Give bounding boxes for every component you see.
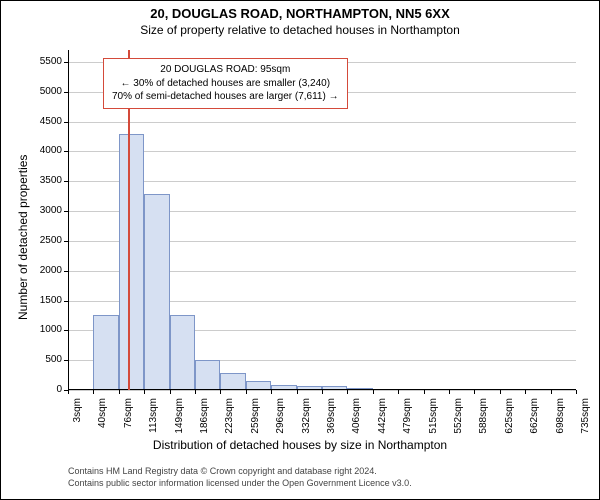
- x-tick-label: 515sqm: [428, 398, 439, 438]
- y-tick-label: 500: [22, 354, 62, 365]
- x-tick-label: 369sqm: [326, 398, 337, 438]
- x-tick-label: 588sqm: [478, 398, 489, 438]
- x-tick-label: 698sqm: [555, 398, 566, 438]
- x-tick-label: 479sqm: [402, 398, 413, 438]
- y-tick-label: 2500: [22, 235, 62, 246]
- x-tick-label: 113sqm: [148, 398, 159, 438]
- credit-text: Contains HM Land Registry data © Crown c…: [68, 466, 412, 489]
- y-tick-label: 2000: [22, 265, 62, 276]
- x-tick-label: 406sqm: [351, 398, 362, 438]
- x-tick-label: 332sqm: [301, 398, 312, 438]
- x-tick-label: 259sqm: [250, 398, 261, 438]
- y-tick-label: 1500: [22, 295, 62, 306]
- page-subtitle: Size of property relative to detached ho…: [0, 21, 600, 37]
- credit-line-2: Contains public sector information licen…: [68, 478, 412, 490]
- histogram-bar: [170, 315, 195, 390]
- y-tick-label: 1000: [22, 324, 62, 335]
- x-tick-label: 149sqm: [174, 398, 185, 438]
- x-tick-label: 552sqm: [453, 398, 464, 438]
- x-tick-label: 186sqm: [199, 398, 210, 438]
- x-tick-label: 3sqm: [72, 398, 83, 438]
- x-tick-label: 735sqm: [580, 398, 591, 438]
- x-tick-label: 442sqm: [377, 398, 388, 438]
- annotation-box: 20 DOUGLAS ROAD: 95sqm ← 30% of detached…: [103, 58, 348, 109]
- x-tick-label: 76sqm: [123, 398, 134, 438]
- histogram-bar: [195, 360, 220, 390]
- annotation-line-2: ← 30% of detached houses are smaller (3,…: [112, 77, 339, 91]
- x-tick-label: 296sqm: [275, 398, 286, 438]
- x-tick-label: 625sqm: [504, 398, 515, 438]
- x-tick-label: 662sqm: [529, 398, 540, 438]
- x-tick-label: 223sqm: [224, 398, 235, 438]
- annotation-line-1: 20 DOUGLAS ROAD: 95sqm: [112, 63, 339, 77]
- x-axis-label: Distribution of detached houses by size …: [0, 438, 600, 452]
- histogram-bar: [119, 134, 144, 390]
- histogram-bar: [220, 373, 245, 390]
- y-tick-label: 5500: [22, 56, 62, 67]
- histogram-bar: [93, 315, 118, 390]
- y-tick-label: 3000: [22, 205, 62, 216]
- x-tick-label: 40sqm: [97, 398, 108, 438]
- credit-line-1: Contains HM Land Registry data © Crown c…: [68, 466, 412, 478]
- y-tick-label: 3500: [22, 175, 62, 186]
- y-tick-label: 0: [22, 384, 62, 395]
- y-tick-label: 5000: [22, 86, 62, 97]
- y-tick-label: 4500: [22, 116, 62, 127]
- annotation-line-3: 70% of semi-detached houses are larger (…: [112, 90, 339, 104]
- page-title: 20, DOUGLAS ROAD, NORTHAMPTON, NN5 6XX: [0, 0, 600, 21]
- histogram-bar: [144, 194, 169, 390]
- y-tick-label: 4000: [22, 145, 62, 156]
